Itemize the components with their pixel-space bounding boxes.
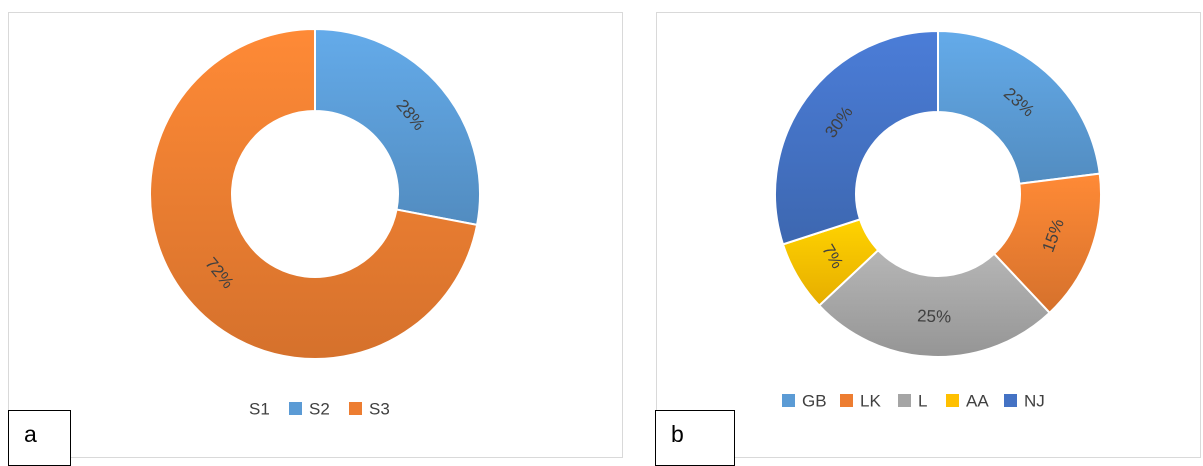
legend-swatch-gb (782, 394, 795, 407)
legend-swatch-lk (840, 394, 853, 407)
legend-label-nj: NJ (1024, 392, 1045, 411)
legend-swatch-s3 (349, 402, 362, 415)
legend-swatch-nj (1004, 394, 1017, 407)
donut-segment-nj (774, 29, 939, 246)
donut-chart-b: 23%15%25%7%30%GB LK L AA NJ (774, 29, 1102, 411)
legend-label-aa: AA (966, 392, 989, 411)
chart-panel-a: 28% 72% S1 S2 S3 (8, 12, 623, 458)
legend-swatch-l (898, 394, 911, 407)
donut-segment-s2 (314, 27, 481, 227)
chart-panel-b: 23% 15% 25% 7% 30% GB LK L AA NJ (656, 12, 1201, 458)
data-label-l: 25% (917, 306, 952, 326)
donut-segment-l (817, 248, 1051, 358)
panel-label-a: a (8, 410, 71, 466)
legend-label-lk: LK (860, 392, 881, 411)
legend-swatch-aa (946, 394, 959, 407)
legend-label-s2: S2 (309, 400, 330, 419)
donut-segment-gb (937, 29, 1101, 185)
donut-chart-a: 28%72%S1 S2 S3 (149, 27, 481, 419)
legend-label-l: L (918, 392, 927, 411)
legend-label-gb: GB (802, 392, 827, 411)
legend-swatch-s2 (289, 402, 302, 415)
legend-label-s3: S3 (369, 400, 390, 419)
panel-label-b: b (655, 410, 735, 466)
donut-segment-s3 (149, 27, 479, 360)
legend-label-s1: S1 (249, 400, 270, 419)
